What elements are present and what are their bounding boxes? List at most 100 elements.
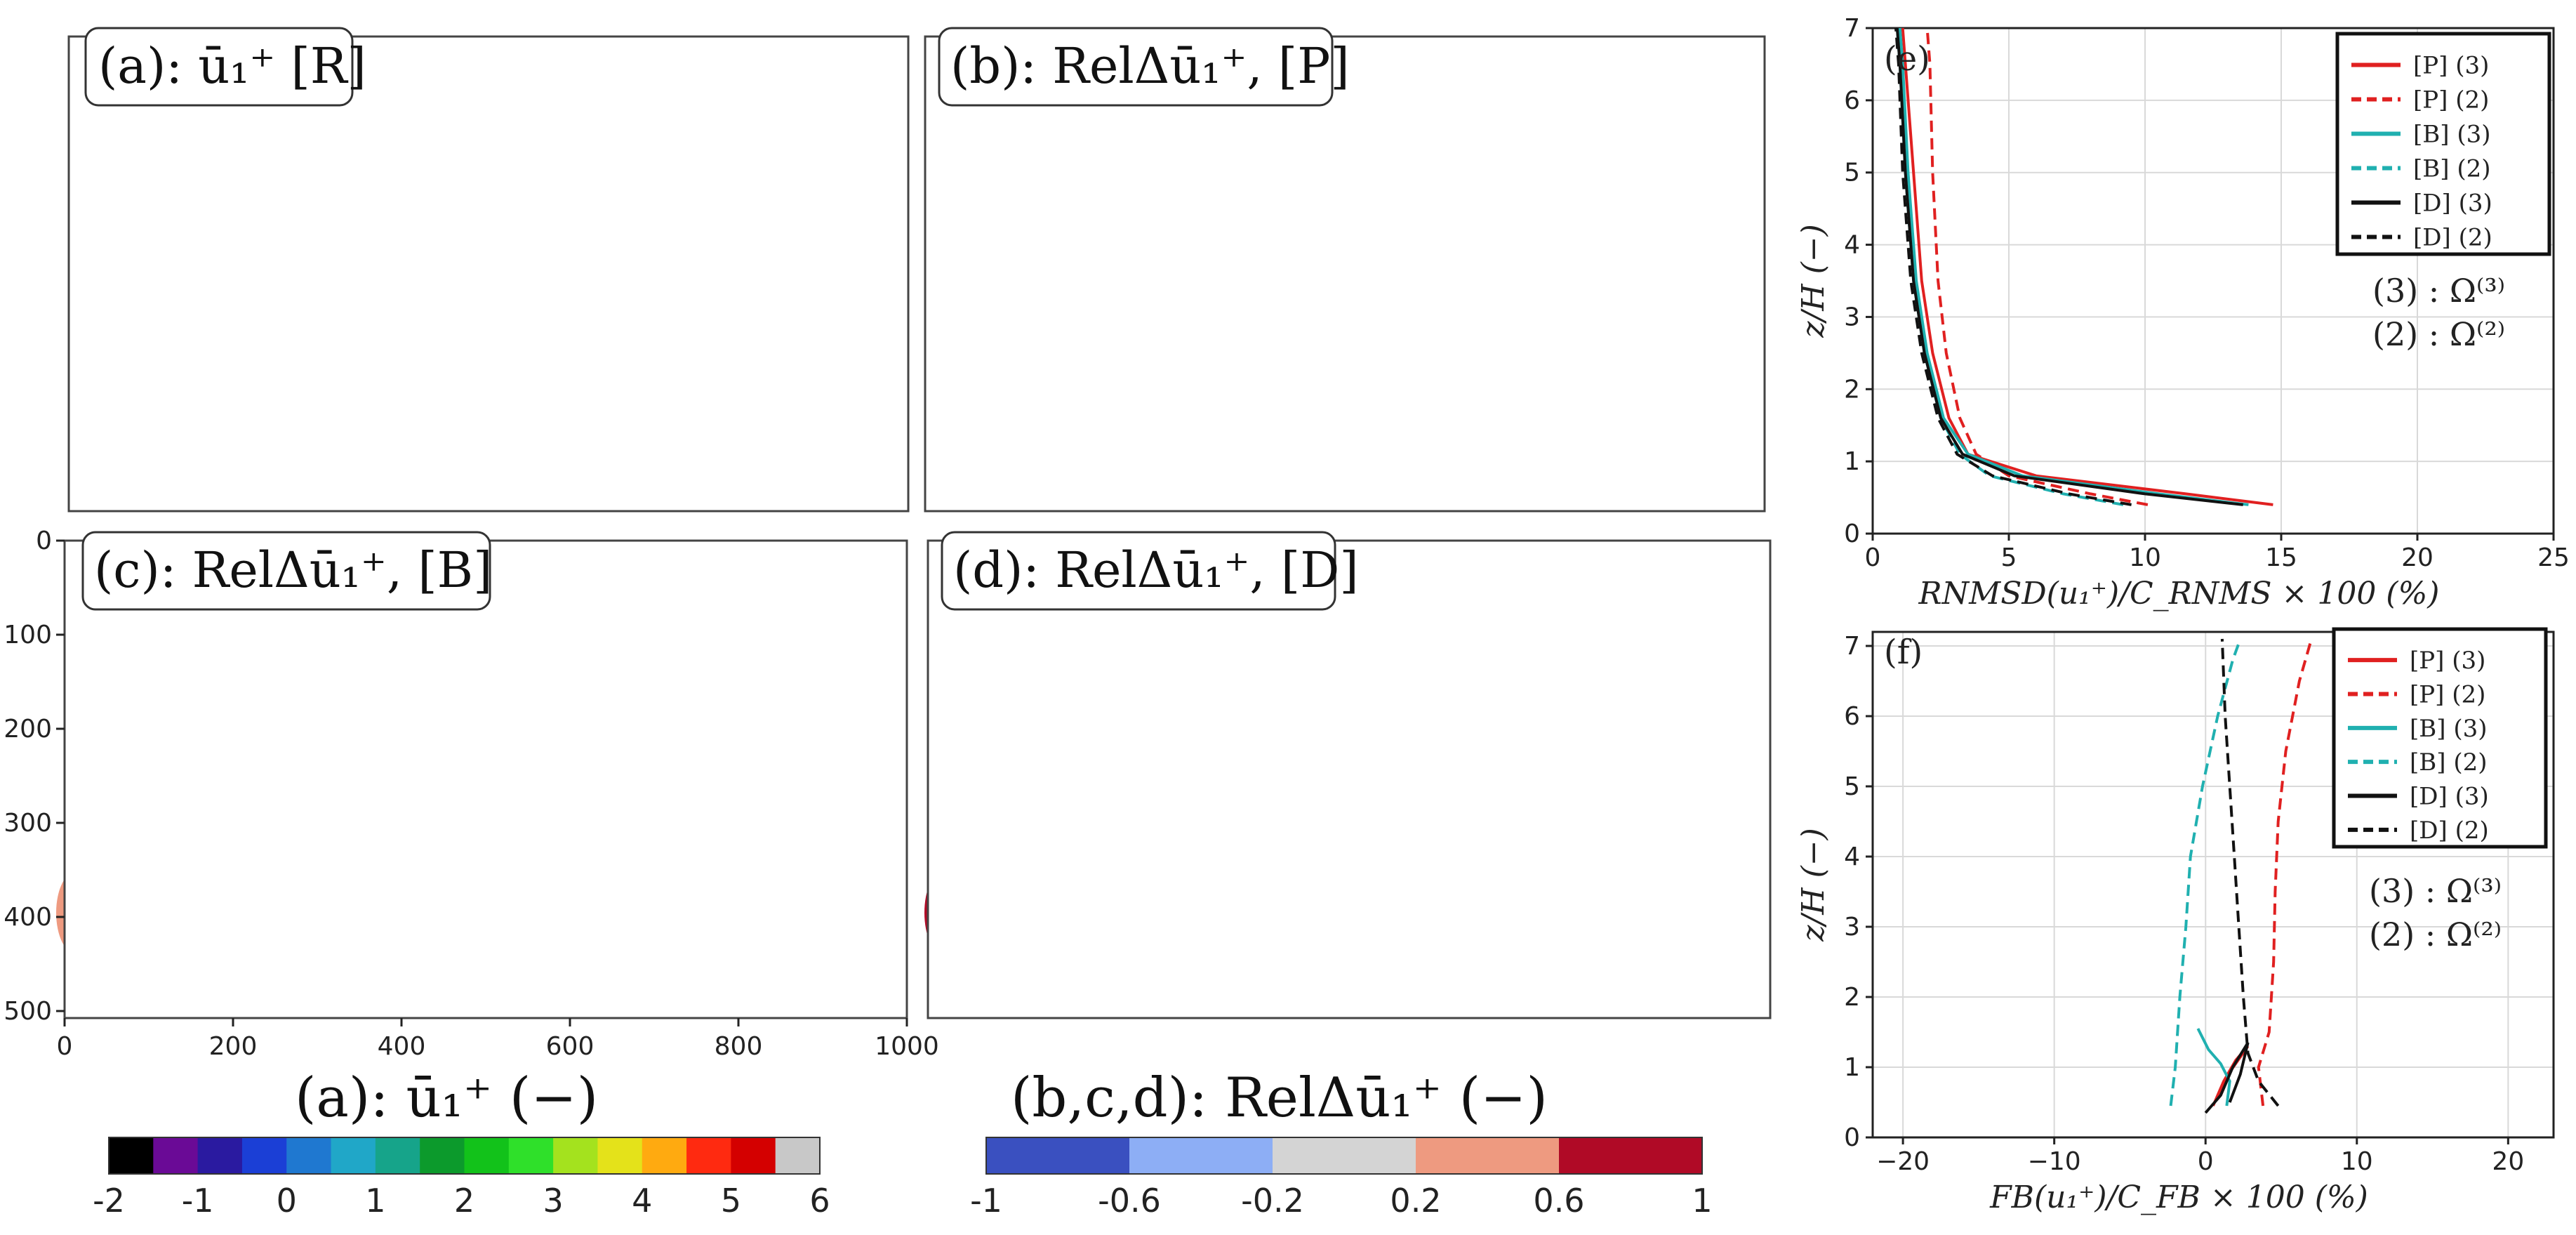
colorbar-a-swatch — [375, 1137, 420, 1174]
colorbar-a-tick-label: 3 — [543, 1182, 563, 1220]
y-axis-label: z/H (−) — [1795, 828, 1831, 942]
x-axis-label: FB(u₁⁺)/C_FB × 100 (%) — [1989, 1180, 2368, 1215]
series-line — [2257, 638, 2313, 1107]
legend-label: [P] (2) — [2413, 86, 2489, 114]
legend-label: [B] (2) — [2413, 155, 2490, 183]
colorbar-a-swatch — [731, 1137, 776, 1174]
y-tick-label: 6 — [1844, 86, 1860, 115]
legend-box — [2335, 32, 2551, 256]
panel-a-label: (a): ū₁⁺ [R] — [98, 37, 366, 95]
y-tick-label: 5 — [1844, 772, 1860, 801]
map-x-tick-label: 1000 — [875, 1032, 939, 1061]
map-y-tick-label: 500 — [4, 997, 52, 1026]
legend-label: [B] (2) — [2410, 748, 2487, 777]
x-tick-label: 5 — [2001, 543, 2017, 572]
colorbar-bcd-swatch — [1129, 1137, 1273, 1174]
series-line — [1895, 27, 2243, 506]
x-tick-label: 0 — [1865, 543, 1881, 572]
legend-label: [P] (3) — [2410, 647, 2485, 675]
colorbar-a-swatch — [553, 1137, 598, 1174]
map-y-tick-label: 300 — [4, 809, 52, 838]
x-tick-label: 20 — [2401, 543, 2434, 572]
legend-label: [D] (3) — [2413, 190, 2492, 218]
x-tick-label: 20 — [2492, 1147, 2524, 1176]
colorbar-a-tick-label: 2 — [454, 1182, 474, 1220]
y-tick-label: 3 — [1844, 303, 1860, 331]
panel-d: (d): RelΔū₁⁺, [D] — [924, 531, 1772, 1019]
series-line — [1894, 27, 2132, 506]
map-y-tick-label: 200 — [4, 715, 52, 744]
x-axis-label: RNMSD(u₁⁺)/C_RNMS × 100 (%) — [1918, 576, 2440, 612]
colorbar-a-swatch — [197, 1137, 243, 1174]
legend-label: [B] (3) — [2413, 121, 2490, 149]
colorbar-a-swatch — [286, 1137, 332, 1174]
colorbar-a-swatch — [109, 1137, 154, 1174]
x-tick-label: −20 — [1876, 1147, 1930, 1176]
legend-label: [P] (2) — [2410, 681, 2485, 709]
map-axes: 0 200 400 600 800 1000 0 100 200 300 400 500 — [4, 527, 939, 1061]
map-y-tick-label: 0 — [36, 527, 52, 555]
legend-label: [P] (3) — [2413, 52, 2489, 80]
colorbar-a-swatch — [420, 1137, 465, 1174]
series-line — [1898, 27, 2249, 506]
colorbar-a-swatch — [464, 1137, 510, 1174]
legend-label: [D] (2) — [2413, 224, 2492, 252]
panel-a: (a): ū₁⁺ [R] — [67, 27, 910, 513]
map-x-tick-label: 200 — [209, 1032, 258, 1061]
colorbar-a-swatch — [597, 1137, 643, 1174]
colorbar-a-tick-label: 5 — [721, 1182, 741, 1220]
annotation: (2) : Ω⁽²⁾ — [2372, 315, 2505, 353]
y-tick-label: 7 — [1844, 14, 1860, 43]
map-y-tick-label: 400 — [4, 903, 52, 932]
y-tick-label: 6 — [1844, 702, 1860, 731]
y-tick-label: 0 — [1844, 520, 1860, 548]
colorbar-a-tick-label: 1 — [365, 1182, 385, 1220]
y-tick-label: 4 — [1844, 843, 1860, 871]
panel-b-label: (b): RelΔū₁⁺, [P] — [950, 37, 1350, 95]
panel-c: (c): RelΔū₁⁺, [B] — [56, 531, 908, 1019]
series-line — [1901, 27, 2273, 506]
colorbar-a-swatch — [331, 1137, 376, 1174]
series-line — [2204, 1041, 2250, 1114]
y-tick-label: 1 — [1844, 1053, 1860, 1082]
annotation: (3) : Ω⁽³⁾ — [2372, 272, 2505, 310]
map-x-tick-label: 0 — [57, 1032, 73, 1061]
colorbar-a: (a): ū₁⁺ (−) -2 -1 0 1 2 3 4 5 6 — [93, 1066, 830, 1220]
x-tick-label: −10 — [2028, 1147, 2081, 1176]
colorbar-a-swatch — [241, 1137, 287, 1174]
legend-box — [2332, 627, 2548, 849]
colorbar-a-tick-label: 0 — [277, 1182, 297, 1220]
x-tick-label: 15 — [2265, 543, 2297, 572]
colorbar-bcd-tick-label: 0.2 — [1390, 1182, 1441, 1220]
y-tick-label: 7 — [1844, 632, 1860, 661]
colorbar-bcd-tick-label: 1 — [1692, 1182, 1712, 1220]
series-line — [2196, 1028, 2231, 1107]
colorbar-bcd-tick-label: 0.6 — [1533, 1182, 1584, 1220]
plot-frame — [1871, 630, 2555, 1139]
colorbar-bcd-frame — [985, 1137, 1703, 1175]
y-tick-label: 2 — [1844, 375, 1860, 404]
panel-d-label: (d): RelΔū₁⁺, [D] — [953, 541, 1359, 599]
colorbar-a-swatch — [153, 1137, 199, 1174]
legend-label: [D] (3) — [2410, 783, 2489, 811]
legend-label: [B] (3) — [2410, 715, 2487, 743]
map-y-tick-label: 100 — [4, 621, 52, 649]
map-x-tick-label: 400 — [378, 1032, 426, 1061]
series-line — [2220, 638, 2280, 1107]
map-x-tick-label: 800 — [715, 1032, 763, 1061]
colorbar-a-frame — [108, 1137, 821, 1175]
colorbar-bcd: (b,c,d): RelΔū₁⁺ (−) -1 -0.6 -0.2 0.2 0.6 1 — [970, 1066, 1713, 1220]
map-x-tick-label: 600 — [546, 1032, 595, 1061]
y-axis-label: z/H (−) — [1795, 224, 1831, 338]
x-tick-label: 25 — [2537, 543, 2570, 572]
series-line — [2169, 638, 2242, 1107]
y-tick-label: 5 — [1844, 159, 1860, 187]
colorbar-bcd-swatch — [1559, 1137, 1703, 1174]
annotation: (3) : Ω⁽³⁾ — [2369, 872, 2502, 910]
x-tick-label: 0 — [2198, 1147, 2214, 1176]
colorbar-a-tick-label: 4 — [632, 1182, 652, 1220]
colorbar-a-swatch — [508, 1137, 554, 1174]
colorbar-a-swatch — [642, 1137, 687, 1174]
x-tick-label: 10 — [2129, 543, 2161, 572]
colorbar-a-swatch — [686, 1137, 731, 1174]
